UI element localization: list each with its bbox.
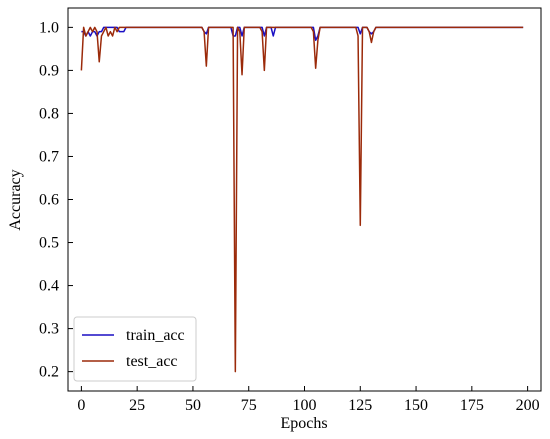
legend-label: test_acc (126, 353, 178, 370)
y-axis-label: Accuracy (7, 169, 24, 230)
x-tick-label: 125 (348, 397, 372, 414)
y-tick-label: 0.3 (39, 321, 59, 338)
x-tick-label: 0 (77, 397, 85, 414)
legend-box (73, 316, 197, 382)
series-line (80, 26, 524, 373)
y-tick-label: 0.5 (39, 235, 59, 252)
x-tick-label: 100 (293, 397, 317, 414)
y-tick-label: 0.9 (39, 62, 59, 79)
series-line (81, 26, 524, 42)
x-tick-label: 75 (241, 397, 257, 414)
y-tick-label: 1.0 (39, 19, 59, 36)
legend-label: train_acc (126, 327, 185, 344)
x-axis-label: Epochs (280, 415, 327, 432)
x-tick-label: 150 (404, 397, 428, 414)
y-tick-label: 0.6 (39, 192, 59, 209)
x-tick-label: 175 (460, 397, 484, 414)
y-tick-label: 0.7 (39, 148, 59, 165)
plot-frame (67, 7, 542, 392)
x-tick-label: 25 (129, 397, 145, 414)
y-tick-label: 0.2 (39, 364, 59, 381)
x-tick-label: 50 (185, 397, 201, 414)
x-tick-label: 200 (516, 397, 540, 414)
y-tick-label: 0.4 (39, 278, 59, 295)
y-tick-label: 0.8 (39, 105, 59, 122)
